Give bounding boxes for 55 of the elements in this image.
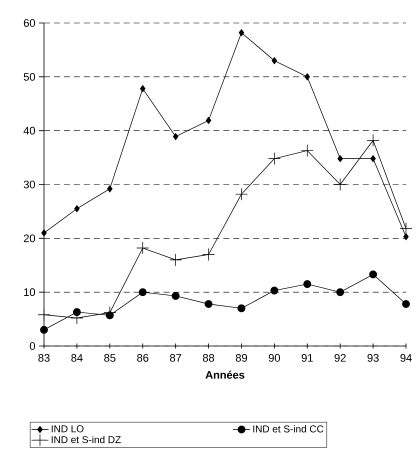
point [40, 326, 48, 334]
point [206, 116, 212, 124]
x-tick-label: 93 [368, 354, 379, 362]
x-tick-label: 90 [268, 354, 280, 362]
point [402, 300, 410, 308]
y-tick-label: 30 [24, 180, 36, 188]
legend-label: IND et S-ind DZ [52, 436, 121, 444]
point [138, 288, 147, 296]
legend-label: IND et S-ind CC [253, 425, 324, 432]
point [366, 134, 380, 147]
point [370, 155, 376, 162]
point [202, 248, 215, 261]
point [172, 292, 180, 300]
x-tick-label: 89 [236, 354, 248, 362]
y-tick-label: 50 [24, 72, 36, 81]
point [38, 308, 50, 322]
y-tick-label: 20 [24, 234, 36, 242]
x-axis-title: Années [205, 370, 244, 379]
point [235, 188, 248, 201]
point [140, 85, 146, 92]
point [107, 185, 113, 192]
y-tick-label: 0 [30, 342, 36, 350]
point [334, 178, 347, 191]
point [369, 270, 378, 278]
point [336, 288, 344, 296]
y-tick-label: 40 [24, 126, 36, 135]
point [300, 144, 314, 157]
point [169, 254, 182, 266]
x-tick-label: 84 [71, 354, 83, 362]
point [272, 57, 278, 64]
point [72, 308, 81, 316]
point [41, 229, 47, 236]
y-tick-label: 60 [24, 19, 36, 27]
x-tick-label: 87 [170, 354, 182, 362]
legend-label: IND LO [52, 425, 84, 432]
x-tick-label: 83 [38, 354, 50, 362]
point [238, 304, 246, 312]
point [204, 300, 212, 308]
point [268, 152, 281, 165]
point [172, 133, 178, 140]
x-tick-label: 91 [302, 354, 313, 362]
x-tick-label: 88 [202, 354, 214, 362]
point [304, 73, 310, 80]
y-tick-label: 10 [24, 288, 36, 296]
point [337, 155, 343, 162]
point [74, 205, 80, 212]
point [238, 29, 244, 36]
point [270, 286, 278, 294]
point [136, 242, 150, 254]
x-tick-label: 92 [334, 354, 346, 362]
x-tick-label: 86 [137, 354, 148, 362]
point [403, 233, 409, 240]
x-tick-label: 85 [104, 354, 116, 362]
point [303, 280, 312, 288]
x-tick-label: 94 [400, 354, 412, 362]
